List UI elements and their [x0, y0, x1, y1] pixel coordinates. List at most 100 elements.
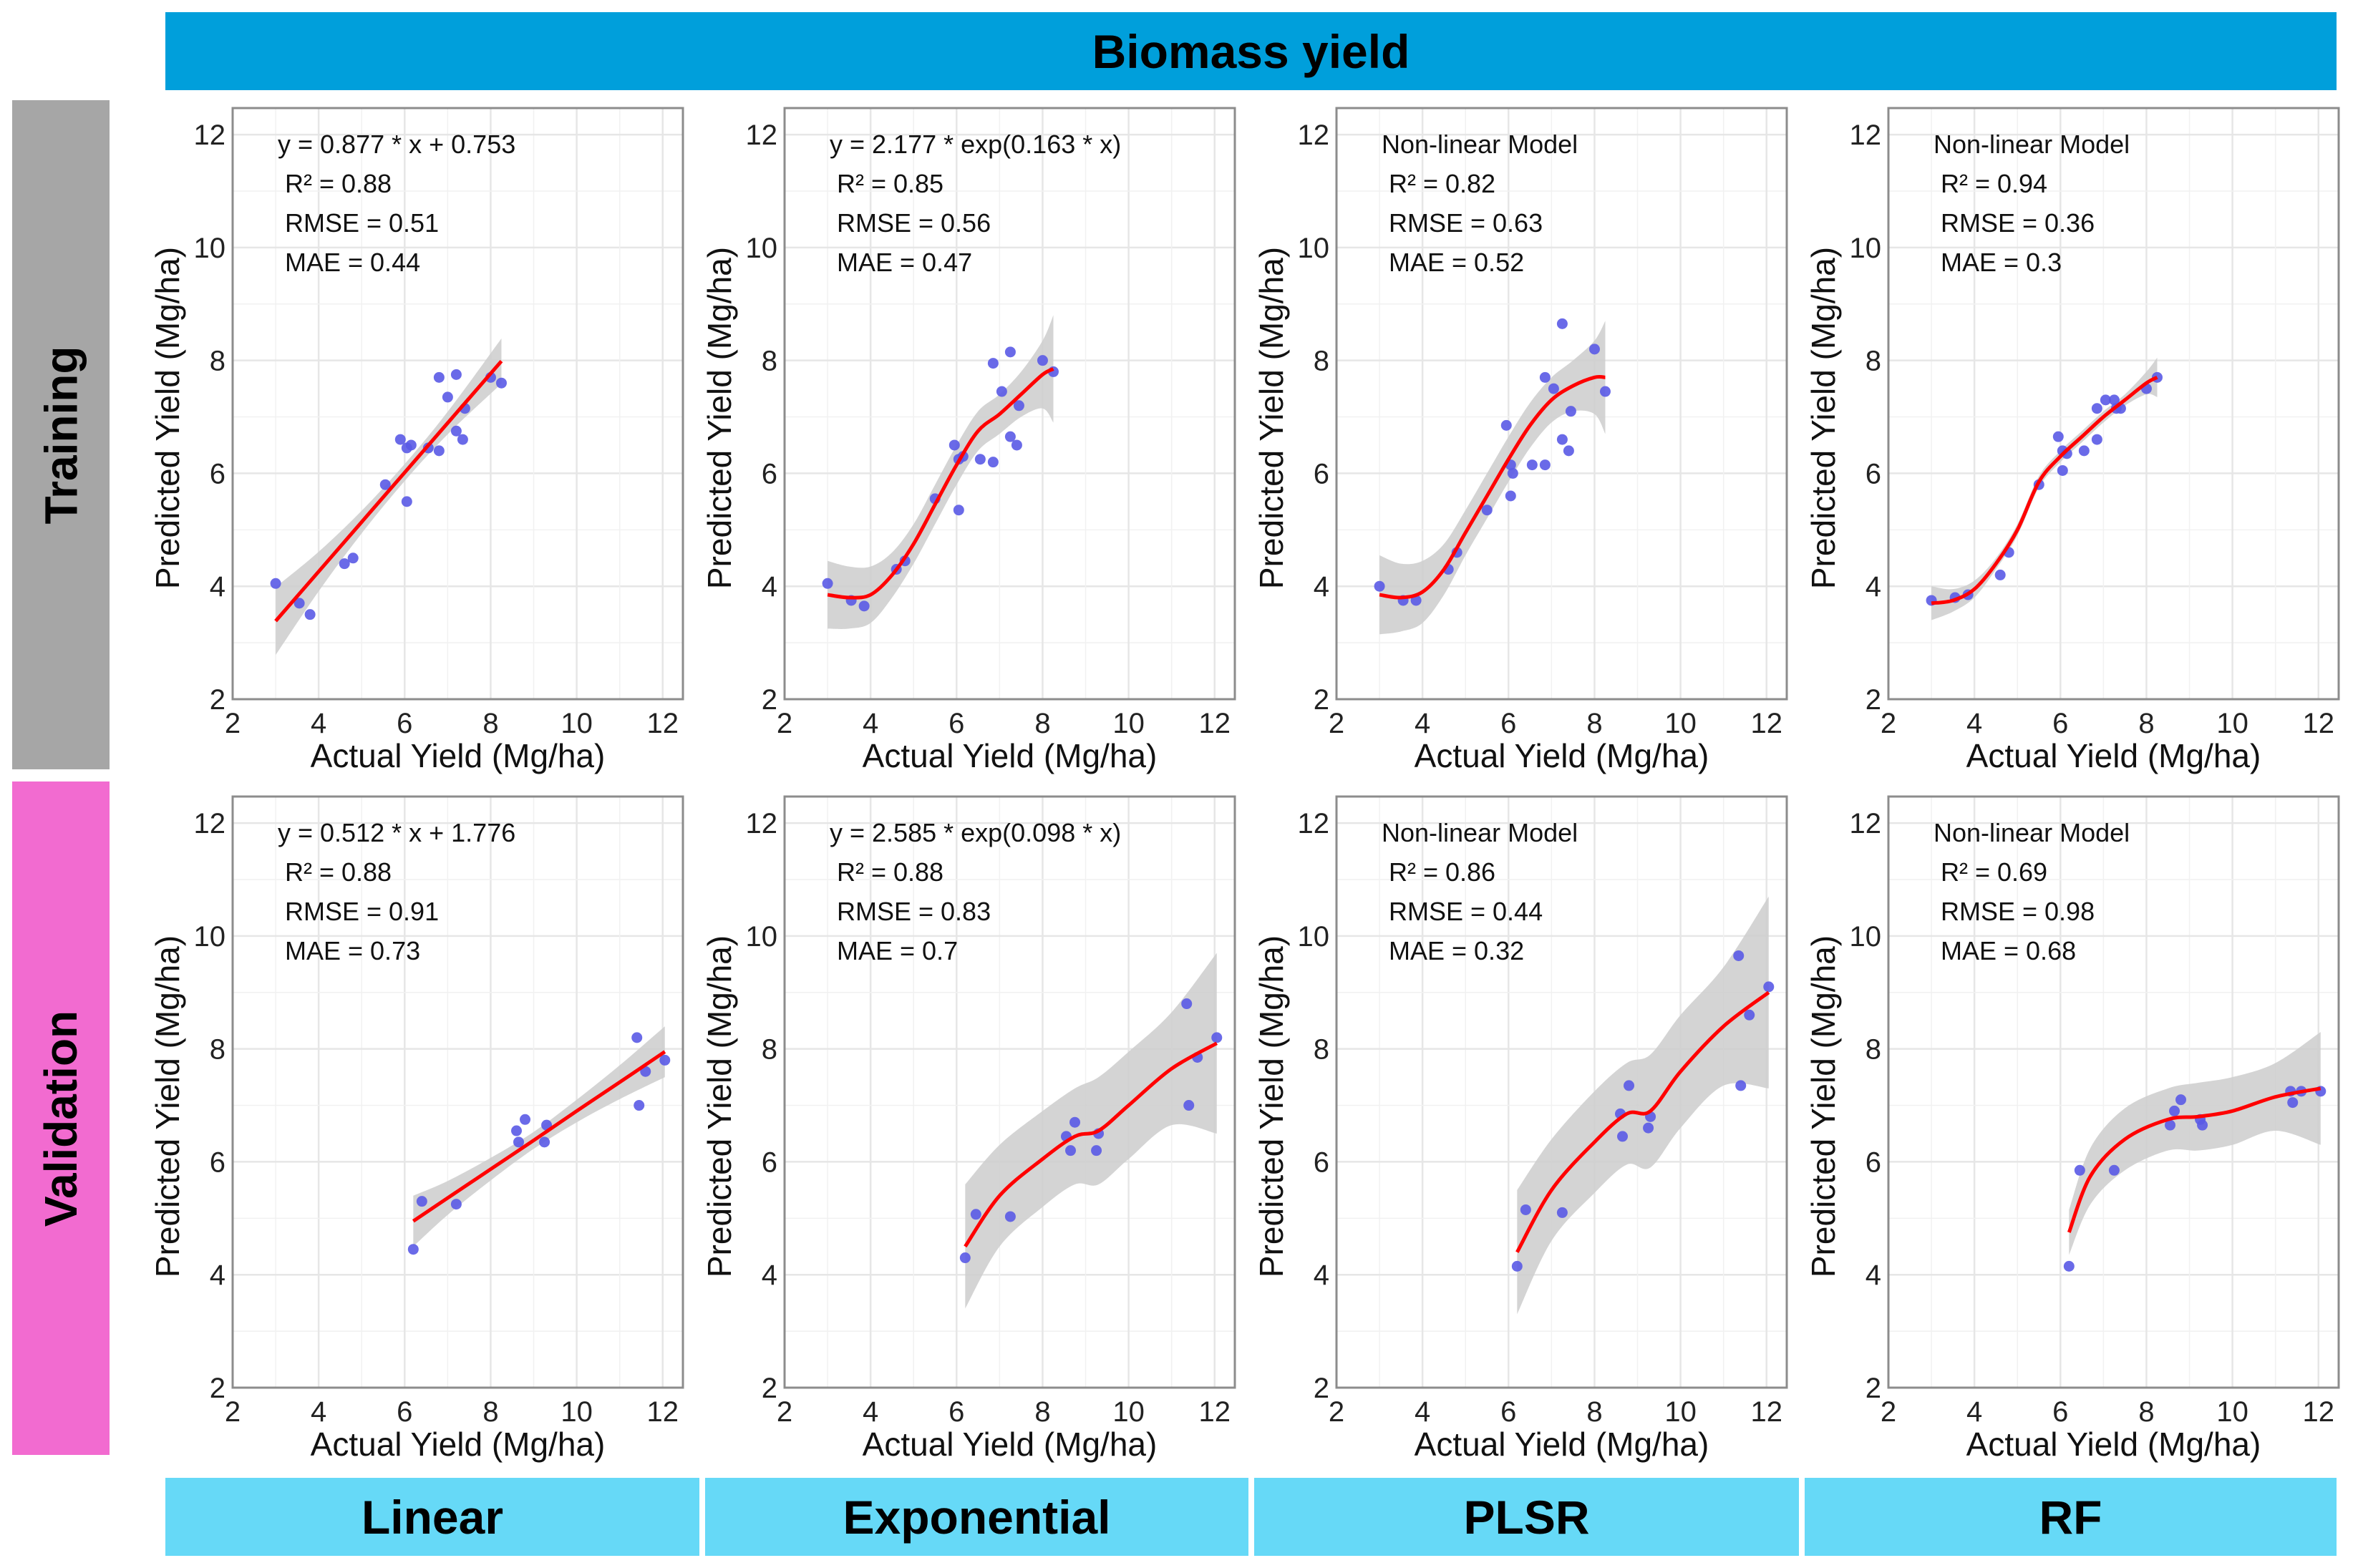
y-tick-label: 12 [194, 120, 226, 151]
data-point [457, 434, 468, 445]
data-point [1013, 400, 1024, 412]
data-point [416, 1196, 427, 1207]
data-point [1374, 580, 1385, 592]
x-tick-label: 4 [1415, 708, 1430, 739]
data-point [1183, 1100, 1195, 1111]
plot-border [783, 107, 1236, 701]
data-point [1599, 386, 1611, 397]
metric-label: RMSE = 0.83 [837, 897, 991, 926]
y-tick-label: 2 [762, 1373, 777, 1404]
x-tick-label: 12 [647, 1396, 679, 1428]
data-point [1556, 434, 1568, 445]
column-label-text: Linear [361, 1490, 504, 1544]
x-tick-label: 4 [863, 708, 878, 739]
metric-label: MAE = 0.47 [837, 248, 972, 277]
data-point [1011, 439, 1022, 451]
plot-border [1887, 795, 2340, 1389]
column-label-text: RF [2039, 1490, 2102, 1544]
metric-label: MAE = 0.44 [285, 248, 420, 277]
x-tick-label: 10 [1664, 708, 1697, 739]
y-tick-label: 2 [1866, 1373, 1881, 1404]
data-point [394, 434, 406, 445]
fit-line [1379, 374, 1606, 600]
x-tick-label: 6 [1500, 1396, 1516, 1428]
metric-label: R² = 0.82 [1389, 169, 1495, 198]
data-point [987, 457, 999, 468]
y-axis-label: Predicted Yield (Mg/ha) [701, 247, 738, 589]
data-point [631, 1032, 643, 1043]
data-point [1624, 1080, 1635, 1091]
x-tick-label: 8 [1586, 708, 1602, 739]
y-tick-label: 6 [1314, 458, 1329, 490]
y-tick-label: 4 [1314, 1260, 1329, 1291]
y-tick-label: 12 [746, 808, 778, 839]
data-point [347, 552, 359, 564]
data-point [1565, 406, 1576, 417]
y-axis-label: Predicted Yield (Mg/ha) [1253, 247, 1290, 589]
data-point [1481, 505, 1493, 516]
scatter-panel-training-rf: 2 4 6 8 10 12 2 4 6 8 10 12 Actual Yield (Mg/ha) Pred… [1805, 107, 2340, 774]
data-point [1500, 419, 1512, 431]
data-point [450, 1199, 462, 1210]
data-point [953, 505, 964, 516]
data-point [1507, 467, 1518, 479]
metric-label: RMSE = 0.51 [285, 208, 439, 238]
metric-label: RMSE = 0.63 [1389, 208, 1543, 238]
confidence-band [276, 339, 502, 656]
data-point [1563, 445, 1574, 457]
data-point [433, 445, 445, 457]
x-tick-label: 8 [2138, 1396, 2154, 1428]
fit-line [1515, 990, 1770, 1253]
data-point [442, 391, 453, 403]
y-tick-label: 8 [762, 1034, 777, 1066]
x-tick-label: 10 [1664, 1396, 1697, 1428]
data-point [1539, 459, 1551, 471]
metric-label: MAE = 0.68 [1941, 936, 2076, 965]
model-equation: Non-linear Model [1934, 130, 2130, 159]
data-point [1037, 355, 1048, 366]
y-tick-label: 12 [1298, 120, 1330, 151]
column-label-plsr: PLSR [1254, 1478, 1799, 1556]
data-point [2165, 1119, 2176, 1131]
x-tick-label: 12 [1751, 1396, 1783, 1428]
data-point [1539, 371, 1551, 383]
x-tick-label: 4 [863, 1396, 878, 1428]
x-axis-label: Actual Yield (Mg/ha) [1415, 737, 1709, 774]
data-point [659, 1054, 671, 1066]
y-tick-label: 2 [1866, 684, 1881, 716]
x-tick-label: 8 [1586, 1396, 1602, 1428]
data-point [2074, 1164, 2085, 1176]
column-label-exponential: Exponential [705, 1478, 1248, 1556]
data-point [2287, 1097, 2299, 1109]
data-point [511, 1125, 523, 1136]
figure-title: Biomass yield [1092, 24, 1410, 78]
metric-label: RMSE = 0.36 [1941, 208, 2095, 238]
data-point [450, 425, 462, 437]
metric-label: MAE = 0.7 [837, 936, 958, 965]
metric-label: RMSE = 0.98 [1941, 897, 2095, 926]
x-tick-label: 4 [311, 708, 326, 739]
x-axis-label: Actual Yield (Mg/ha) [1966, 1426, 2261, 1463]
data-point [2169, 1105, 2180, 1116]
data-point [2108, 394, 2120, 406]
x-tick-label: 2 [777, 1396, 792, 1428]
model-equation: y = 0.877 * x + 0.753 [278, 130, 515, 159]
y-tick-label: 8 [1314, 1034, 1329, 1066]
metric-label: R² = 0.88 [837, 857, 943, 887]
data-point [2052, 431, 2064, 442]
plot-border [1887, 107, 2340, 701]
data-point [640, 1066, 651, 1077]
metric-label: R² = 0.88 [285, 857, 392, 887]
data-point [407, 1244, 419, 1255]
data-point [2063, 1260, 2075, 1272]
column-label-text: Exponential [843, 1490, 1111, 1544]
scatter-panel-training-plsr: 2 4 6 8 10 12 2 4 6 8 10 12 Actual Yield (Mg/ha) Pred… [1253, 107, 1788, 774]
data-point [2091, 403, 2102, 414]
data-point [270, 578, 281, 589]
x-tick-label: 8 [2138, 708, 2154, 739]
y-axis-label: Predicted Yield (Mg/ha) [701, 935, 738, 1277]
y-axis-label: Predicted Yield (Mg/ha) [1253, 935, 1290, 1277]
data-point [513, 1136, 525, 1148]
y-tick-label: 8 [762, 346, 777, 377]
x-tick-label: 12 [1751, 708, 1783, 739]
